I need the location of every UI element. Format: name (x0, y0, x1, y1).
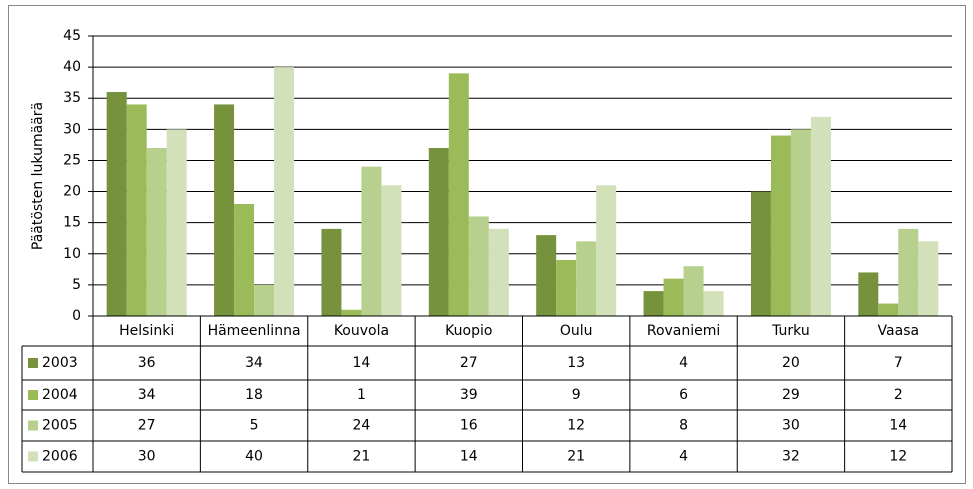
legend-swatch (28, 358, 38, 368)
table-value: 9 (572, 387, 581, 403)
table-value: 14 (889, 418, 907, 434)
bar (878, 303, 899, 316)
legend-swatch (28, 420, 38, 431)
x-tick-label: Kouvola (334, 323, 389, 339)
table-value: 29 (782, 387, 800, 403)
legend-label: 2005 (42, 418, 78, 434)
bar (146, 148, 167, 316)
legend-label: 2004 (42, 387, 78, 403)
table-value: 27 (138, 418, 156, 434)
bar (428, 148, 449, 316)
bar (341, 309, 362, 316)
bar (488, 228, 509, 316)
y-tick-label: 20 (63, 184, 81, 200)
bar (643, 291, 664, 316)
bar (576, 241, 597, 316)
legend-swatch (28, 390, 38, 400)
x-tick-label: Oulu (560, 323, 593, 339)
bar (106, 92, 127, 316)
table-value: 30 (138, 449, 156, 465)
table-value: 21 (353, 449, 371, 465)
table-value: 34 (138, 387, 156, 403)
table-value: 8 (679, 418, 688, 434)
table-value: 6 (679, 387, 688, 403)
table-value: 12 (567, 418, 585, 434)
bar (126, 104, 147, 316)
x-tick-label: Vaasa (878, 323, 920, 339)
legend-swatch (28, 451, 38, 462)
chart-border (8, 5, 966, 484)
x-tick-label: Hämeenlinna (208, 323, 301, 339)
table-value: 5 (250, 418, 259, 434)
bar (254, 284, 275, 316)
table-value: 13 (567, 355, 585, 371)
table-value: 1 (357, 387, 366, 403)
bar (750, 191, 771, 316)
table-value: 14 (353, 355, 371, 371)
x-tick-label: Helsinki (119, 323, 174, 339)
table-value: 30 (782, 418, 800, 434)
x-tick-label: Turku (771, 323, 810, 339)
y-axis-label: Päätösten lukumäärä (30, 102, 46, 250)
table-value: 21 (567, 449, 585, 465)
bar (683, 266, 704, 316)
bar (770, 135, 791, 316)
table-value: 12 (889, 449, 907, 465)
table-value: 16 (460, 418, 478, 434)
bar (556, 260, 577, 316)
bar (858, 272, 879, 316)
y-tick-label: 10 (63, 246, 81, 262)
bar (918, 241, 939, 316)
y-tick-label: 35 (63, 90, 81, 106)
bar (536, 235, 557, 316)
bar (596, 185, 617, 316)
table-value: 20 (782, 355, 800, 371)
bar (790, 129, 811, 316)
bar (898, 228, 919, 316)
y-tick-label: 40 (63, 59, 81, 75)
table-value: 34 (245, 355, 263, 371)
y-tick-label: 0 (72, 308, 81, 324)
table-value: 32 (782, 449, 800, 465)
table-value: 24 (353, 418, 371, 434)
bar (166, 129, 187, 316)
table-value: 4 (679, 355, 688, 371)
x-tick-label: Kuopio (445, 323, 492, 339)
bar (448, 73, 469, 316)
table-value: 18 (245, 387, 263, 403)
bar (234, 204, 255, 316)
y-tick-label: 15 (63, 215, 81, 231)
x-tick-label: Rovaniemi (647, 323, 720, 339)
table-value: 7 (894, 355, 903, 371)
bar (214, 104, 235, 316)
legend-label: 2003 (42, 355, 78, 371)
bar (321, 228, 342, 316)
bar (703, 291, 724, 316)
bar (810, 116, 831, 316)
bar (468, 216, 489, 316)
table-value: 27 (460, 355, 478, 371)
table-value: 14 (460, 449, 478, 465)
bar (361, 166, 382, 316)
table-value: 4 (679, 449, 688, 465)
table-value: 36 (138, 355, 156, 371)
legend-label: 2006 (42, 449, 78, 465)
y-tick-label: 25 (63, 152, 81, 168)
table-value: 2 (894, 387, 903, 403)
y-tick-label: 30 (63, 121, 81, 137)
bar (663, 278, 684, 316)
table-value: 39 (460, 387, 478, 403)
y-tick-label: 5 (72, 277, 81, 293)
bar (381, 185, 402, 316)
table-value: 40 (245, 449, 263, 465)
bar (274, 67, 295, 316)
y-tick-label: 45 (63, 28, 81, 44)
